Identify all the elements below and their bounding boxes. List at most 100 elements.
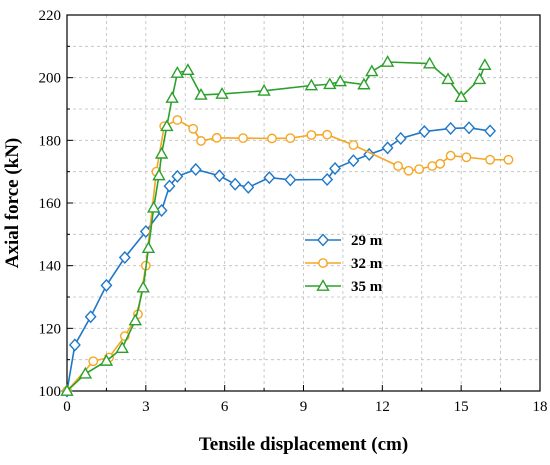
legend-label: 29 m [351, 233, 383, 249]
data-point [154, 146, 169, 159]
data-point [435, 158, 446, 169]
data-point [322, 129, 333, 140]
data-point [165, 91, 179, 103]
data-point [194, 87, 208, 100]
data-point [333, 74, 347, 87]
series-0 [61, 121, 497, 398]
x-tick-label: 3 [142, 399, 150, 415]
data-point [403, 165, 414, 176]
data-point [441, 72, 455, 85]
x-axis-title: Tensile displacement (cm) [199, 434, 408, 455]
grid-lines [67, 15, 540, 391]
data-point [128, 313, 143, 326]
legend-marker [316, 279, 330, 291]
data-point [329, 161, 341, 176]
data-point [147, 200, 161, 213]
data-point [160, 119, 174, 132]
data-point [472, 72, 487, 85]
series-2 [60, 55, 492, 396]
data-point [321, 172, 334, 187]
data-point [78, 366, 93, 379]
y-tick-label: 160 [39, 196, 62, 212]
legend-label: 32 m [351, 256, 383, 272]
data-point [213, 169, 226, 183]
data-point [152, 168, 166, 181]
data-point [414, 164, 425, 175]
y-tick-label: 120 [39, 321, 62, 337]
x-tick-label: 6 [221, 399, 229, 415]
data-point [304, 78, 319, 91]
legend-marker [318, 258, 328, 268]
data-point [478, 58, 492, 71]
legend-item: 32 m [305, 256, 383, 272]
data-point [393, 161, 403, 171]
data-point [427, 161, 438, 171]
data-point [188, 123, 199, 134]
data-point [445, 150, 456, 161]
data-point [323, 77, 337, 90]
data-point [284, 173, 297, 187]
legend-item: 29 m [305, 233, 383, 249]
y-tick-label: 100 [39, 384, 62, 400]
data-point [257, 83, 271, 96]
data-point [444, 121, 457, 135]
y-axis-title: Axial force (kN) [2, 138, 23, 269]
data-point [68, 338, 81, 352]
data-point [60, 384, 74, 396]
data-point [84, 310, 97, 324]
data-point [115, 341, 129, 353]
y-tick-label: 200 [39, 71, 62, 87]
data-point [348, 140, 359, 150]
data-point [181, 63, 195, 76]
data-point [141, 241, 156, 254]
data-point [229, 177, 242, 191]
series-1 [62, 115, 514, 396]
axis-ticks: 0 3 6 9 12 15 18 100 120 140 160 180 200 220 [39, 8, 548, 415]
x-tick-label: 15 [454, 399, 469, 415]
legend: 29 m 32 m 35 m [305, 233, 383, 295]
data-point [347, 154, 360, 168]
legend-label: 35 m [351, 279, 383, 295]
data-point [357, 77, 371, 90]
data-point [463, 121, 475, 135]
data-point [171, 169, 184, 183]
data-point [267, 133, 277, 144]
data-point [99, 354, 114, 366]
y-tick-label: 180 [39, 133, 62, 149]
data-point [454, 90, 468, 102]
x-tick-label: 0 [63, 399, 71, 415]
data-point [381, 141, 394, 155]
data-point [484, 124, 497, 138]
data-point [394, 131, 407, 145]
data-point [418, 125, 431, 139]
data-point [285, 133, 296, 144]
data-point [100, 278, 113, 292]
data-point [189, 162, 202, 177]
series-layer [60, 55, 514, 398]
x-tick-label: 9 [300, 399, 308, 415]
data-point [238, 133, 248, 144]
y-tick-label: 140 [39, 259, 62, 275]
data-point [170, 66, 185, 78]
y-tick-label: 220 [39, 8, 62, 24]
data-point [172, 115, 183, 125]
data-point [503, 154, 514, 165]
legend-item: 35 m [305, 279, 383, 295]
legend-marker [317, 233, 329, 247]
data-point [215, 87, 229, 99]
data-point [155, 203, 168, 218]
data-point [365, 64, 379, 77]
data-point [211, 132, 222, 143]
data-point [88, 356, 99, 367]
data-point [136, 280, 150, 293]
data-point [306, 130, 317, 140]
series-line [66, 61, 486, 392]
x-tick-label: 18 [533, 399, 548, 415]
data-point [461, 152, 472, 163]
data-point [196, 136, 206, 146]
data-point [422, 56, 437, 69]
data-point [380, 55, 395, 67]
data-point [118, 250, 131, 265]
data-point [242, 180, 255, 194]
